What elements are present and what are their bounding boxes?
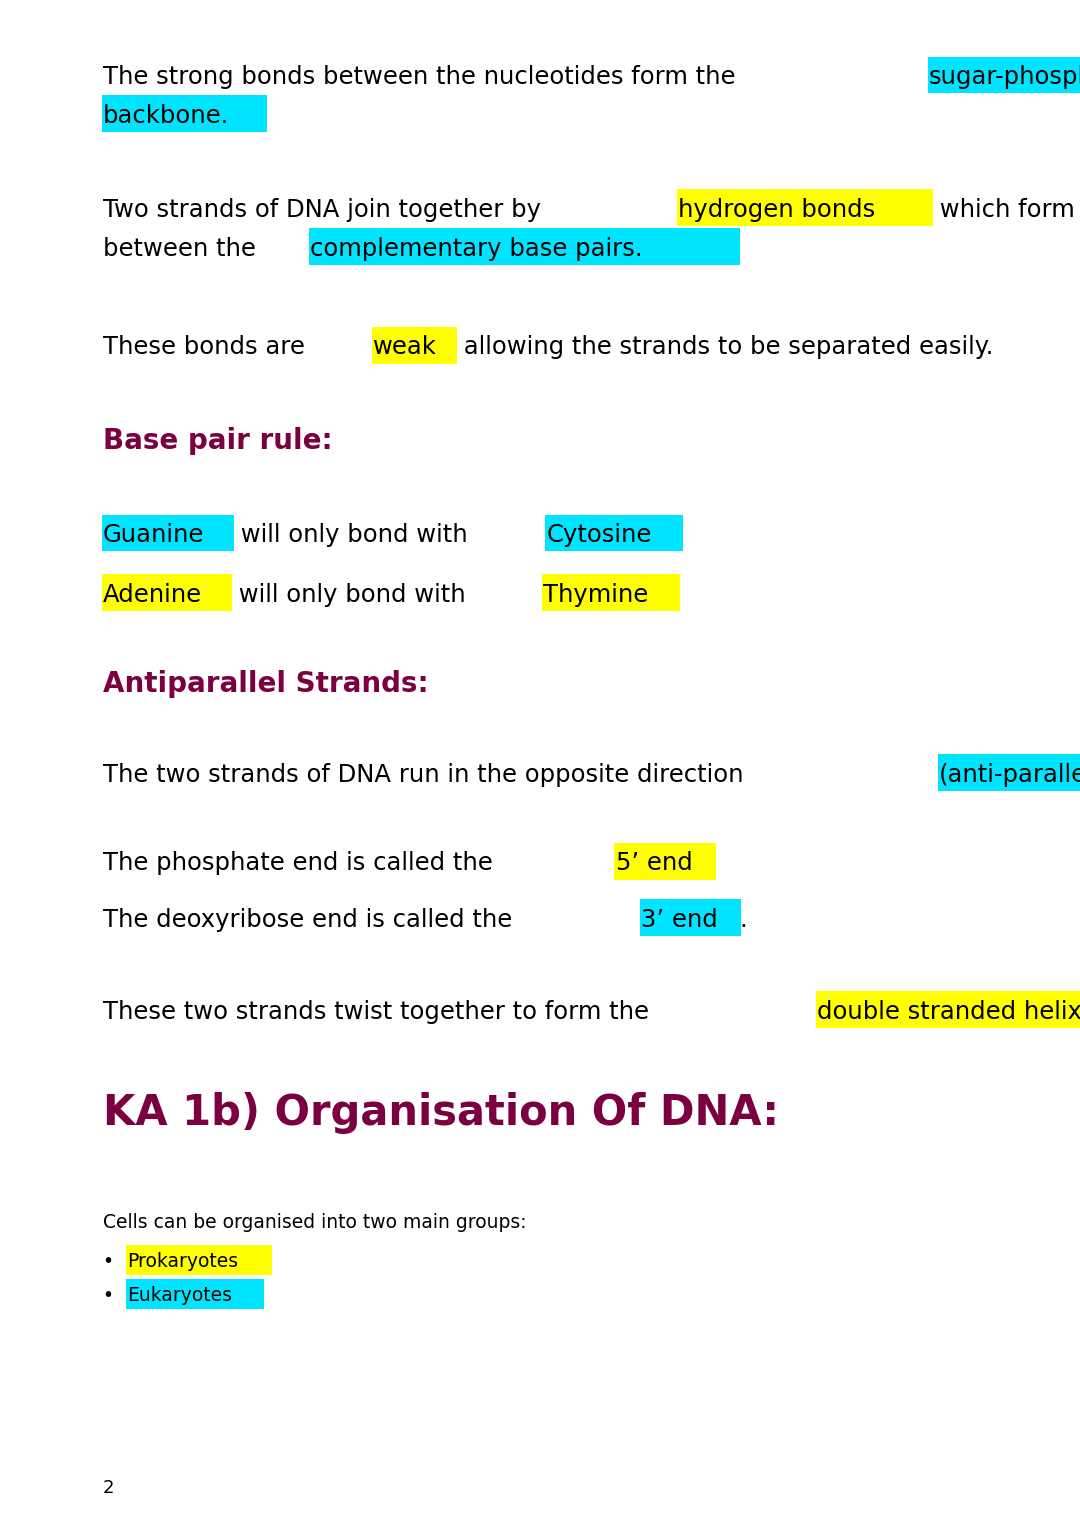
Text: weak: weak	[373, 336, 437, 359]
Text: which form: which form	[932, 199, 1075, 221]
Text: Cells can be organised into two main groups:: Cells can be organised into two main gro…	[103, 1212, 526, 1232]
Text: The deoxyribose end is called the: The deoxyribose end is called the	[103, 909, 519, 931]
Text: 3’ end: 3’ end	[640, 909, 717, 931]
Text: These two strands twist together to form the: These two strands twist together to form…	[103, 1000, 657, 1023]
Text: hydrogen bonds: hydrogen bonds	[678, 199, 875, 221]
Text: Adenine: Adenine	[103, 583, 202, 606]
FancyBboxPatch shape	[928, 56, 1080, 93]
Text: 2: 2	[103, 1480, 114, 1498]
Text: Cytosine: Cytosine	[546, 524, 651, 547]
Text: •: •	[103, 1286, 113, 1306]
FancyBboxPatch shape	[542, 574, 680, 611]
FancyBboxPatch shape	[126, 1278, 264, 1309]
FancyBboxPatch shape	[937, 754, 1080, 791]
Text: complementary base pairs.: complementary base pairs.	[310, 237, 643, 261]
Text: between the: between the	[103, 237, 264, 261]
Text: Prokaryotes: Prokaryotes	[127, 1252, 239, 1272]
Text: (anti-parallel).: (anti-parallel).	[939, 764, 1080, 786]
Text: will only bond with: will only bond with	[230, 583, 473, 606]
FancyBboxPatch shape	[816, 991, 1080, 1028]
Text: 5’ end: 5’ end	[616, 852, 692, 875]
Text: Guanine: Guanine	[103, 524, 204, 547]
FancyBboxPatch shape	[102, 515, 234, 551]
FancyBboxPatch shape	[309, 228, 740, 266]
Text: Two strands of DNA join together by: Two strands of DNA join together by	[103, 199, 549, 221]
FancyBboxPatch shape	[677, 189, 933, 226]
FancyBboxPatch shape	[102, 574, 231, 611]
Text: The two strands of DNA run in the opposite direction: The two strands of DNA run in the opposi…	[103, 764, 751, 786]
Text: backbone.: backbone.	[103, 104, 229, 128]
Text: will only bond with: will only bond with	[233, 524, 476, 547]
Text: .: .	[740, 909, 747, 931]
Text: double stranded helix.: double stranded helix.	[818, 1000, 1080, 1023]
Text: The phosphate end is called the: The phosphate end is called the	[103, 852, 500, 875]
Text: Antiparallel Strands:: Antiparallel Strands:	[103, 670, 429, 698]
Text: KA 1b) Organisation Of DNA:: KA 1b) Organisation Of DNA:	[103, 1092, 779, 1135]
FancyBboxPatch shape	[102, 95, 267, 133]
Text: Base pair rule:: Base pair rule:	[103, 428, 333, 455]
Text: Thymine: Thymine	[543, 583, 648, 606]
Text: •: •	[103, 1252, 113, 1272]
Text: allowing the strands to be separated easily.: allowing the strands to be separated eas…	[456, 336, 993, 359]
FancyBboxPatch shape	[545, 515, 684, 551]
FancyBboxPatch shape	[639, 899, 741, 936]
FancyBboxPatch shape	[372, 327, 457, 363]
Text: These bonds are: These bonds are	[103, 336, 312, 359]
FancyBboxPatch shape	[615, 843, 716, 880]
Text: The strong bonds between the nucleotides form the: The strong bonds between the nucleotides…	[103, 66, 743, 89]
FancyBboxPatch shape	[126, 1245, 272, 1275]
Text: Eukaryotes: Eukaryotes	[127, 1286, 232, 1306]
Text: sugar-phosphate: sugar-phosphate	[929, 66, 1080, 89]
